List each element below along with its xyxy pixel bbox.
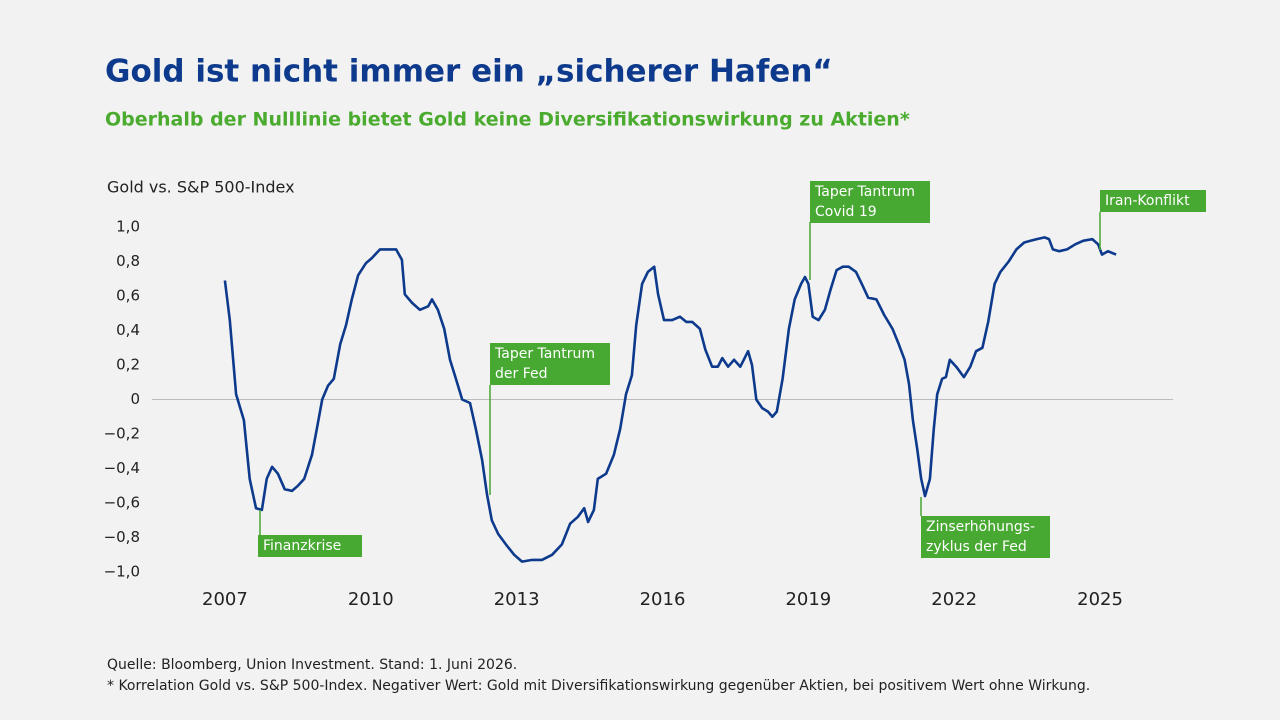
x-tick-label: 2007: [202, 589, 248, 610]
data-line: [223, 236, 1117, 563]
x-tick-label: 2019: [785, 589, 831, 610]
y-tick-label: 0,8: [116, 252, 140, 270]
x-tick-label: 2022: [931, 589, 977, 610]
chart-title: Gold ist nicht immer ein „sicherer Hafen…: [105, 54, 833, 90]
annotation-text: Taper Tantrum: [814, 184, 915, 200]
footnote: * Korrelation Gold vs. S&P 500-Index. Ne…: [107, 678, 1090, 694]
annotation-box: [810, 181, 930, 223]
y-tick-label: −0,8: [104, 528, 140, 546]
annotation-box: [490, 343, 610, 385]
annotation-text: Finanzkrise: [263, 538, 341, 554]
annotation-text: der Fed: [495, 366, 548, 382]
x-tick-label: 2016: [640, 589, 686, 610]
chart-subtitle: Oberhalb der Nulllinie bietet Gold keine…: [105, 109, 910, 131]
y-tick-label: 1,0: [116, 218, 140, 236]
x-tick-label: 2025: [1077, 589, 1123, 610]
annotation-text: Covid 19: [815, 204, 877, 220]
y-tick-label: 0,2: [116, 356, 140, 374]
y-axis-label: Gold vs. S&P 500-Index: [107, 178, 295, 197]
annotation-box: [1100, 190, 1206, 212]
annotation-text: Iran-Konflikt: [1105, 193, 1190, 209]
annotation-box: [921, 516, 1050, 558]
source: Quelle: Bloomberg, Union Investment. Sta…: [107, 657, 517, 673]
y-tick-label: 0,4: [116, 321, 140, 339]
y-tick-label: −0,6: [104, 494, 140, 512]
annotation-text: zyklus der Fed: [926, 539, 1027, 555]
x-tick-label: 2013: [494, 589, 540, 610]
y-tick-label: −1,0: [104, 563, 140, 581]
y-tick-label: −0,4: [104, 459, 140, 477]
y-tick-label: −0,2: [104, 425, 140, 443]
annotation-box: [258, 535, 362, 557]
y-tick-label: 0,6: [116, 287, 140, 305]
annotation-text: Zinserhöhungs-: [926, 519, 1035, 535]
x-tick-label: 2010: [348, 589, 394, 610]
annotation-text: Taper Tantrum: [494, 346, 595, 362]
y-tick-label: 0: [130, 390, 140, 408]
